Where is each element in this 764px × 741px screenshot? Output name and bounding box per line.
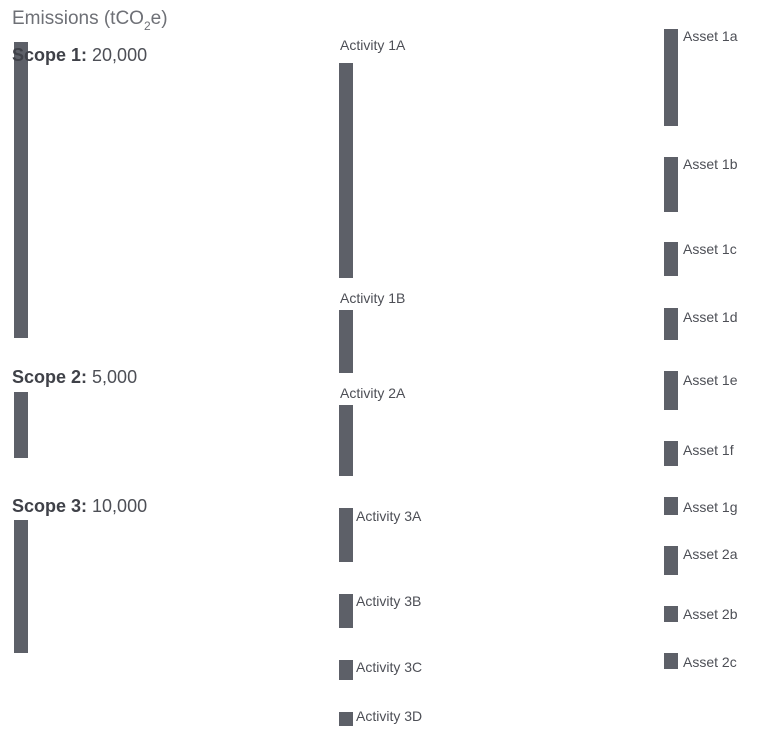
flow-link-a1B-to-as1d <box>353 310 664 340</box>
flow-link-a1A-to-as1c <box>353 213 664 276</box>
node-bar-a3A <box>339 508 353 562</box>
flow-link-scope3-to-a3D <box>28 640 339 726</box>
flow-link-scope2-to-a2A <box>28 401 339 461</box>
flow-link-scope3-to-a3A <box>28 508 339 586</box>
node-bar-a3C <box>339 660 353 680</box>
flow-link-a2A-to-as2a <box>353 417 664 575</box>
scope-1-label: Scope 1: 20,000 <box>12 45 147 65</box>
scope-2-label: Scope 2: 5,000 <box>12 367 137 387</box>
flow-link-scope1-to-a1A <box>28 42 339 283</box>
scope-3-value: 10,000 <box>92 496 147 516</box>
scope-1-name: Scope 1: <box>12 45 87 65</box>
flow-nodes <box>14 29 678 726</box>
activity-2a-label: Activity 2A <box>340 385 406 401</box>
node-bar-as1e <box>664 371 678 410</box>
flow-link-a2A-to-as1f <box>353 405 664 466</box>
title-main: Emissions (tCO <box>12 8 144 29</box>
node-bar-scope2 <box>14 392 28 458</box>
activity-1a-label: Activity 1A <box>340 37 406 53</box>
flow-link-a1B-to-as1g <box>353 357 664 515</box>
node-bar-as2b <box>664 606 678 622</box>
node-bar-as1g <box>664 497 678 515</box>
asset-2c-label: Asset 2c <box>683 654 737 670</box>
asset-1e-label: Asset 1e <box>683 372 738 388</box>
node-bar-as2a <box>664 546 678 575</box>
activity-3d-label: Activity 3D <box>356 708 422 724</box>
flow-link-a1A-to-as1b <box>353 157 664 213</box>
asset-2b-label: Asset 2b <box>683 606 738 622</box>
node-bar-a2A <box>339 405 353 476</box>
asset-2a-label: Asset 2a <box>683 546 738 562</box>
asset-1c-label: Asset 1c <box>683 241 737 257</box>
activity-1b-label: Activity 1B <box>340 290 405 306</box>
diagram-title: Emissions (tCO2e) <box>12 8 168 33</box>
flow-link-scope3-to-a3C <box>28 620 339 680</box>
flow-link-scope1-to-a1B <box>28 283 339 363</box>
scope-2-name: Scope 2: <box>12 367 87 387</box>
asset-1d-label: Asset 1d <box>683 309 737 325</box>
asset-1b-label: Asset 1b <box>683 156 738 172</box>
activity-3a-label: Activity 3A <box>356 508 422 524</box>
flow-link-a1A-to-as1d <box>353 245 664 328</box>
activity-3c-label: Activity 3C <box>356 659 422 675</box>
scope-2-value: 5,000 <box>92 367 137 387</box>
asset-1a-label: Asset 1a <box>683 28 738 44</box>
asset-1g-label: Asset 1g <box>683 499 737 515</box>
node-bar-a1B <box>339 310 353 373</box>
node-bar-as1d <box>664 308 678 340</box>
scope-3-label: Scope 3: 10,000 <box>12 496 147 516</box>
flow-link-a2A-to-as2c <box>353 461 664 669</box>
title-subscript: 2 <box>144 19 151 33</box>
node-bar-as1a <box>664 29 678 126</box>
scope-1-value: 20,000 <box>92 45 147 65</box>
flow-link-scope3-to-a3B <box>28 586 339 628</box>
asset-1f-label: Asset 1f <box>683 442 734 458</box>
node-bar-a1A <box>339 63 353 278</box>
activity-3b-label: Activity 3B <box>356 593 421 609</box>
node-bar-as1c <box>664 242 678 276</box>
node-bar-a3B <box>339 594 353 628</box>
title-end: e) <box>151 8 168 29</box>
node-bar-scope1 <box>14 42 28 338</box>
node-bar-as1f <box>664 441 678 466</box>
node-bar-a3D <box>339 712 353 726</box>
scope-3-name: Scope 3: <box>12 496 87 516</box>
node-bar-as2c <box>664 653 678 669</box>
node-bar-as1b <box>664 157 678 212</box>
node-bar-scope3 <box>14 520 28 653</box>
